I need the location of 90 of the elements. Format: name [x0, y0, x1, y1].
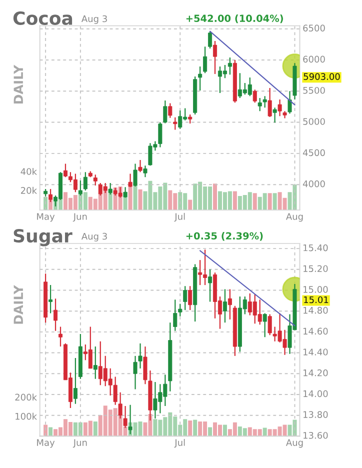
y2-tick-label: 20k [20, 186, 38, 194]
x-tick-label: Jun [72, 213, 87, 222]
candlestick [183, 286, 188, 311]
candlestick [173, 299, 178, 332]
bar [188, 200, 192, 210]
x-tick-label: May [37, 213, 55, 222]
y-tick-label: 14.40 [304, 348, 328, 356]
x-tick-label: Jul [174, 212, 185, 222]
candlestick [178, 303, 182, 317]
candlestick [288, 90, 292, 114]
candlestick [173, 116, 178, 130]
candlestick [143, 165, 148, 178]
y-tick-label: 14.80 [304, 306, 328, 314]
y-tick-label: 15.00 [304, 286, 328, 293]
chart-title: Sugar [14, 228, 72, 246]
text: +0.35 (2.39%) [186, 232, 263, 241]
y-tick-label: 4500 [302, 149, 325, 156]
candlestick [228, 56, 232, 76]
candlestick [188, 114, 192, 124]
chart-subtitle: Aug 3 [81, 15, 107, 24]
chart-title: Cocoa [13, 11, 72, 26]
candlestick [213, 40, 218, 75]
candlestick [198, 66, 202, 92]
y2-tick-label: 200k [15, 394, 38, 401]
chart-subtitle: Aug 3 [81, 232, 107, 242]
candlestick [272, 107, 277, 124]
bar [48, 427, 53, 436]
candlestick [93, 346, 98, 380]
candlestick [83, 172, 88, 192]
y-tick-label: 14.20 [304, 369, 328, 376]
bar [193, 420, 198, 436]
annotation: 5903.00 [304, 73, 340, 80]
candlestick [262, 312, 267, 338]
y2-axis-title: DAILY [14, 285, 23, 324]
candlestick [138, 159, 142, 173]
candlestick [268, 314, 272, 336]
candlestick [48, 284, 53, 314]
x-tick-label: Aug [286, 439, 303, 448]
y-tick-label: 13.60 [304, 432, 328, 439]
y2-axis-title: DAILY [14, 64, 23, 104]
bar [93, 421, 98, 436]
candlestick [188, 286, 192, 311]
y-tick-label: 14.00 [304, 390, 328, 398]
candlestick [54, 298, 58, 332]
bar [222, 424, 227, 436]
candlestick [93, 174, 98, 186]
candlestick [262, 96, 267, 108]
y-tick-label: 15.40 [304, 244, 328, 252]
y-tick-label: 6000 [303, 56, 325, 63]
y-tick-label: 4000 [302, 180, 325, 188]
bar [232, 191, 237, 210]
bar [268, 193, 272, 210]
candlestick [168, 102, 172, 118]
y-tick-label: 5500 [303, 86, 325, 94]
candlestick [73, 357, 78, 404]
candlestick [208, 30, 212, 50]
y-tick-label: 5000 [303, 118, 325, 125]
candlestick [203, 46, 208, 74]
y-tick-label: 13.80 [304, 411, 328, 418]
candlestick [58, 326, 63, 348]
candlestick [268, 87, 272, 118]
candlestick [278, 99, 282, 117]
bar [252, 193, 257, 210]
candlestick [163, 100, 168, 124]
y-tick-label: 15.20 [304, 265, 328, 272]
y2-tick-label: 100k [16, 412, 38, 420]
candlestick [252, 89, 257, 104]
x-tick-label: Jul [174, 438, 185, 448]
text: +542.00 (10.04%) [186, 14, 283, 24]
y2-tick-label: 40k [20, 168, 38, 175]
y-tick-label: 6500 [303, 24, 325, 32]
bar [208, 427, 212, 436]
candlestick [228, 288, 232, 320]
candlestick [208, 268, 212, 302]
x-tick-label: Jun [72, 439, 87, 448]
candlestick [143, 346, 148, 385]
candlestick [222, 288, 227, 324]
annotation: 15.01 [304, 296, 328, 304]
bar [188, 420, 192, 436]
candlestick [158, 122, 162, 148]
bar [213, 184, 217, 210]
y-tick-label: 14.60 [304, 328, 328, 335]
candlestick [128, 404, 132, 435]
x-tick-label: Aug [286, 213, 303, 222]
candlestick [138, 342, 142, 369]
x-tick-label: May [37, 439, 55, 448]
candlestick [258, 97, 262, 112]
candlestick [133, 355, 138, 390]
bar [272, 193, 277, 210]
bar [262, 428, 267, 436]
